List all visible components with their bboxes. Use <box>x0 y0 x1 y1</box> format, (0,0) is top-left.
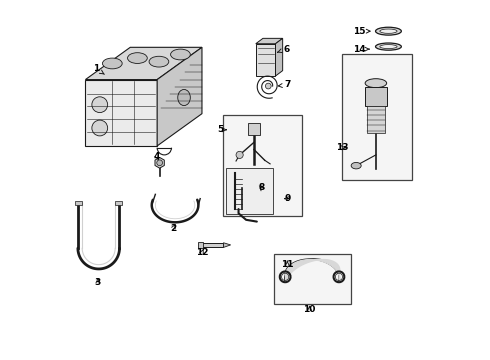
Text: 6: 6 <box>278 45 290 54</box>
Bar <box>202 243 223 247</box>
Bar <box>223 116 302 216</box>
Polygon shape <box>256 39 283 44</box>
Bar <box>365 87 387 107</box>
Ellipse shape <box>375 27 401 35</box>
Ellipse shape <box>375 43 401 50</box>
Polygon shape <box>85 80 157 146</box>
Polygon shape <box>155 157 164 168</box>
Ellipse shape <box>351 162 361 169</box>
Bar <box>198 242 203 248</box>
Ellipse shape <box>149 56 169 67</box>
Text: 4: 4 <box>154 152 160 161</box>
Ellipse shape <box>380 45 397 49</box>
Text: 10: 10 <box>303 305 316 314</box>
Ellipse shape <box>178 89 190 105</box>
Circle shape <box>236 151 243 158</box>
Text: 12: 12 <box>196 248 208 257</box>
Bar <box>226 168 273 215</box>
Circle shape <box>157 160 163 166</box>
Ellipse shape <box>380 29 397 33</box>
Text: 14: 14 <box>353 45 369 54</box>
Bar <box>367 107 385 134</box>
Text: 13: 13 <box>336 143 348 152</box>
Text: 9: 9 <box>285 194 291 203</box>
Ellipse shape <box>365 79 387 87</box>
Polygon shape <box>223 243 231 247</box>
Bar <box>274 253 351 304</box>
Text: 15: 15 <box>353 27 370 36</box>
Bar <box>75 201 82 205</box>
Bar <box>115 201 122 205</box>
Text: 11: 11 <box>281 260 294 269</box>
Circle shape <box>92 97 108 113</box>
Bar <box>342 54 412 180</box>
Polygon shape <box>275 39 283 76</box>
Ellipse shape <box>127 53 147 63</box>
Text: 2: 2 <box>170 224 176 233</box>
Polygon shape <box>157 47 202 146</box>
Circle shape <box>92 120 108 136</box>
Polygon shape <box>256 44 275 76</box>
Circle shape <box>266 83 271 89</box>
Ellipse shape <box>102 58 122 69</box>
Polygon shape <box>85 47 202 80</box>
Text: 3: 3 <box>95 278 101 287</box>
Bar <box>247 123 260 135</box>
Text: 7: 7 <box>278 81 291 90</box>
Text: 5: 5 <box>217 125 226 134</box>
Text: 1: 1 <box>93 64 104 74</box>
Text: 8: 8 <box>258 183 264 192</box>
Ellipse shape <box>171 49 190 60</box>
